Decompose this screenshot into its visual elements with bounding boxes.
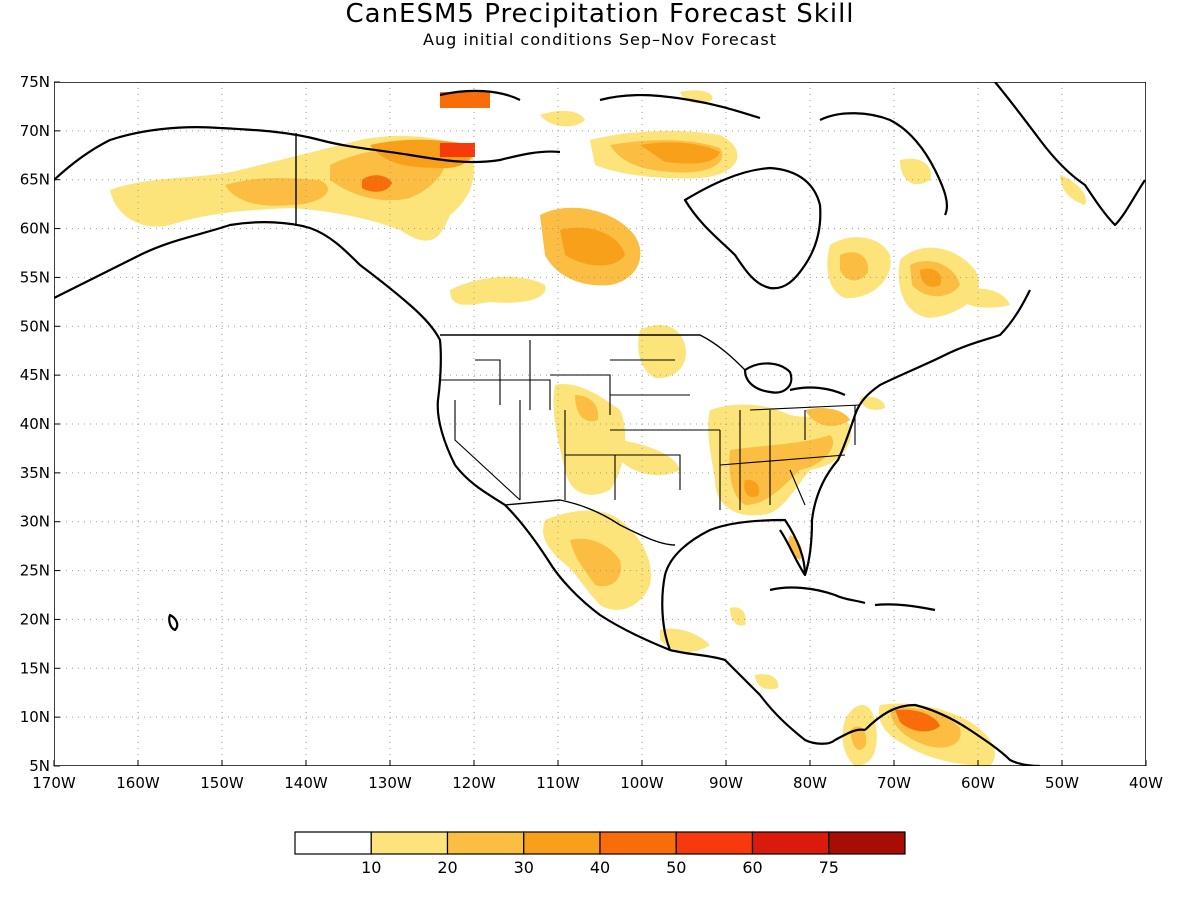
x-tick-label: 110W [536,774,580,792]
y-tick-label: 45N [20,366,50,384]
y-tick-label: 60N [20,220,50,238]
us-state-borders [440,340,861,510]
colorbar-swatch [523,831,601,855]
colorbar-swatch [446,831,525,855]
y-tick-label: 40N [20,415,50,433]
y-tick-label: 20N [20,610,50,628]
x-tick-label: 50W [1045,774,1079,792]
colorbar-swatch [751,831,830,855]
colorbar-tick-label: 20 [437,858,457,877]
map-title: CanESM5 Precipitation Forecast Skill [345,0,854,29]
y-tick-label: 10N [20,708,50,726]
x-tick-label: 100W [620,774,664,792]
y-tick-label: 5N [29,757,50,775]
x-tick-label: 80W [793,774,827,792]
colorbar-swatch [599,831,677,855]
colorbar-swatch [675,831,754,855]
y-tick-label: 75N [20,73,50,91]
y-tick-label: 35N [20,464,50,482]
x-tick-label: 140W [284,774,328,792]
colorbar-tick-label: 50 [666,858,686,877]
colorbar-tick-label: 60 [742,858,762,877]
x-tick-label: 70W [877,774,911,792]
x-tick-label: 60W [961,774,995,792]
colorbar-tick-label: 75 [819,858,839,877]
political-borders [295,133,746,546]
colorbar-swatch [370,831,449,855]
map-subtitle: Aug initial conditions Sep–Nov Forecast [423,30,777,49]
y-tick-label: 50N [20,317,50,335]
x-tick-label: 130W [368,774,412,792]
colorbar-tick-label: 30 [514,858,534,877]
x-tick-label: 120W [452,774,496,792]
coastlines [54,82,1146,766]
colorbar-swatch [828,831,906,855]
colorbar: 10 20 30 40 50 60 75 [294,831,906,877]
x-tick-label: 150W [200,774,244,792]
map-plot-area [54,82,1146,766]
longitude-tick-labels: 170W 160W 150W 140W 130W 120W 110W 100W 90W 80W 70… [32,760,1163,792]
y-tick-label: 70N [20,122,50,140]
y-tick-label: 55N [20,268,50,286]
colorbar-tick-label: 10 [361,858,381,877]
x-tick-label: 40W [1129,774,1163,792]
latitude-tick-labels: 5N 10N 15N 20N 25N 30N 35N 40N 45N 50N 55N 60N 65N 70… [20,73,60,775]
y-tick-label: 25N [20,562,50,580]
y-tick-label: 30N [20,513,50,531]
colorbar-swatch [294,831,372,855]
x-tick-label: 170W [32,774,76,792]
y-tick-label: 15N [20,659,50,677]
y-tick-label: 65N [20,171,50,189]
x-tick-label: 160W [116,774,160,792]
colorbar-tick-label: 40 [590,858,610,877]
x-tick-label: 90W [709,774,743,792]
